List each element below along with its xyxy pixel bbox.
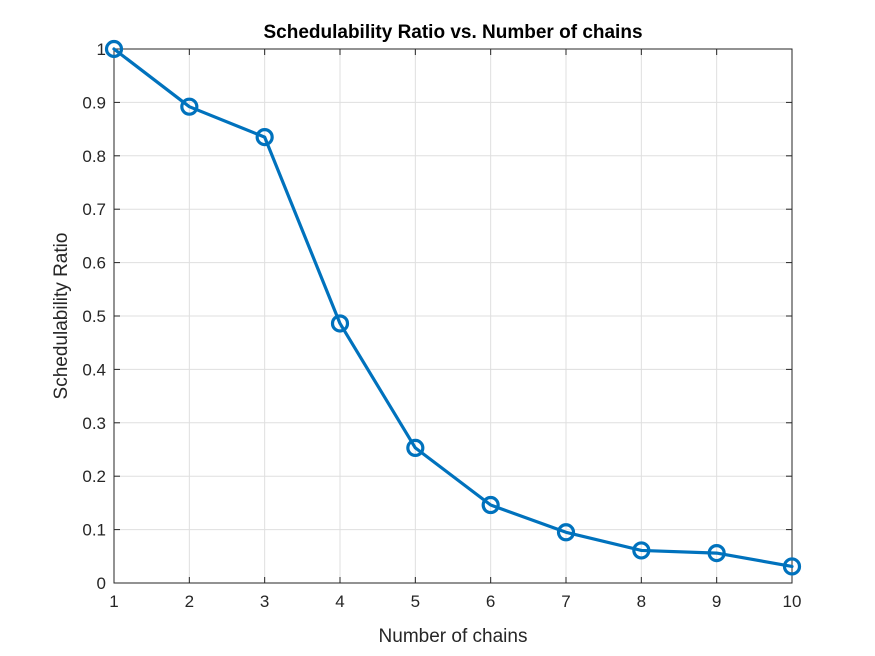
data-point-marker [481, 495, 500, 515]
y-tick-label: 0.2 [82, 467, 106, 486]
x-tick-label: 2 [185, 592, 194, 611]
data-point-marker [707, 543, 726, 563]
y-tick-label: 0.7 [82, 200, 106, 219]
data-point-marker [556, 523, 576, 542]
x-axis-ticks: 1 2 3 4 5 6 7 8 9 10 [109, 49, 801, 611]
x-tick-label: 6 [486, 592, 495, 611]
x-tick-label: 7 [561, 592, 570, 611]
y-tick-label: 0.3 [82, 414, 106, 433]
series [104, 39, 802, 576]
data-point-marker [782, 557, 802, 576]
y-tick-label: 0.6 [82, 254, 106, 273]
data-point-marker [406, 438, 425, 457]
x-tick-label: 5 [411, 592, 420, 611]
x-tick-label: 3 [260, 592, 269, 611]
y-tick-label: 0 [97, 574, 106, 593]
data-point-marker [632, 541, 651, 560]
x-tick-label: 9 [712, 592, 721, 611]
y-tick-label: 1 [97, 40, 106, 59]
x-tick-label: 4 [335, 592, 344, 611]
data-point-marker [180, 97, 199, 116]
data-point-marker [255, 128, 274, 147]
series-line [112, 47, 794, 569]
y-tick-label: 0.9 [82, 93, 106, 112]
data-point-marker [330, 314, 350, 333]
chart-title: Schedulability Ratio vs. Number of chain… [263, 22, 642, 43]
y-tick-label: 0.4 [82, 360, 106, 379]
y-axis-title: Schedulability Ratio [51, 233, 72, 400]
x-tick-label: 10 [783, 592, 802, 611]
y-tick-label: 0.1 [82, 521, 106, 540]
y-tick-label: 0.5 [82, 307, 106, 326]
x-tick-label: 8 [637, 592, 646, 611]
x-axis-title: Number of chains [379, 626, 528, 647]
x-tick-label: 1 [109, 592, 118, 611]
y-axis-ticks: 0 0.1 0.2 0.3 0.4 0.5 0.6 0.7 0.8 0.9 1 [82, 40, 792, 593]
y-tick-label: 0.8 [82, 147, 106, 166]
data-point-marker [104, 39, 124, 59]
